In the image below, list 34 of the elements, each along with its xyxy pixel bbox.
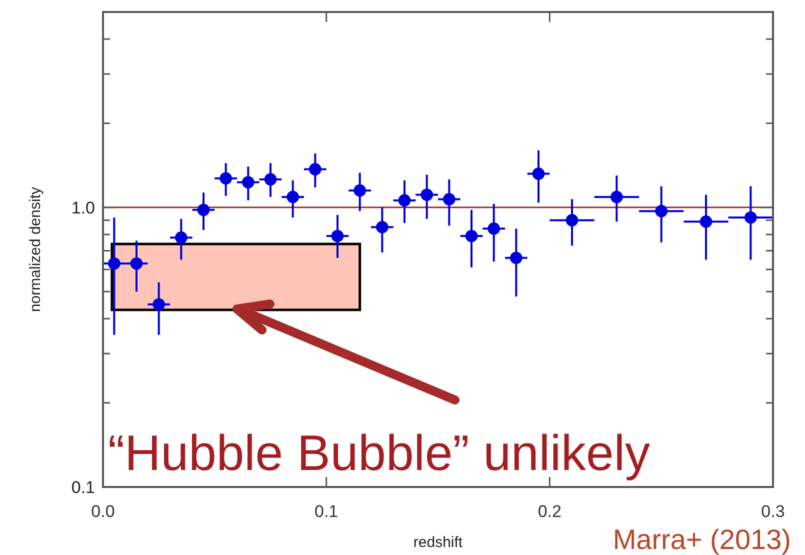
point — [744, 211, 757, 224]
point — [242, 176, 254, 188]
point — [442, 193, 456, 206]
point — [465, 230, 478, 242]
point — [376, 220, 388, 234]
y-axis-title: normalized density — [27, 186, 44, 312]
point — [286, 190, 300, 204]
point — [220, 172, 232, 185]
point — [331, 230, 344, 242]
point — [398, 194, 411, 207]
y-tick-label: 1.0 — [71, 198, 95, 218]
point — [108, 257, 120, 270]
point — [264, 173, 277, 186]
point — [420, 188, 434, 201]
x-axis-title: redshift — [413, 534, 464, 551]
text: Marra+ (2013) — [612, 524, 791, 555]
point — [566, 214, 578, 226]
point — [655, 204, 668, 218]
x-tick-label: 0.1 — [314, 502, 338, 521]
point — [700, 215, 712, 228]
x-tick-label: 0.3 — [761, 502, 785, 521]
point — [610, 190, 623, 204]
point — [174, 231, 188, 244]
point — [197, 204, 210, 216]
annotation: “Hubble Bubble” unlikely — [108, 425, 650, 481]
point — [510, 252, 522, 264]
x-tick-label: 0.0 — [91, 502, 115, 521]
point — [130, 257, 143, 270]
x-tick-label: 0.2 — [538, 502, 562, 521]
point — [354, 184, 366, 197]
point — [488, 222, 500, 235]
point — [308, 163, 322, 176]
point — [532, 168, 545, 180]
point — [152, 298, 166, 311]
